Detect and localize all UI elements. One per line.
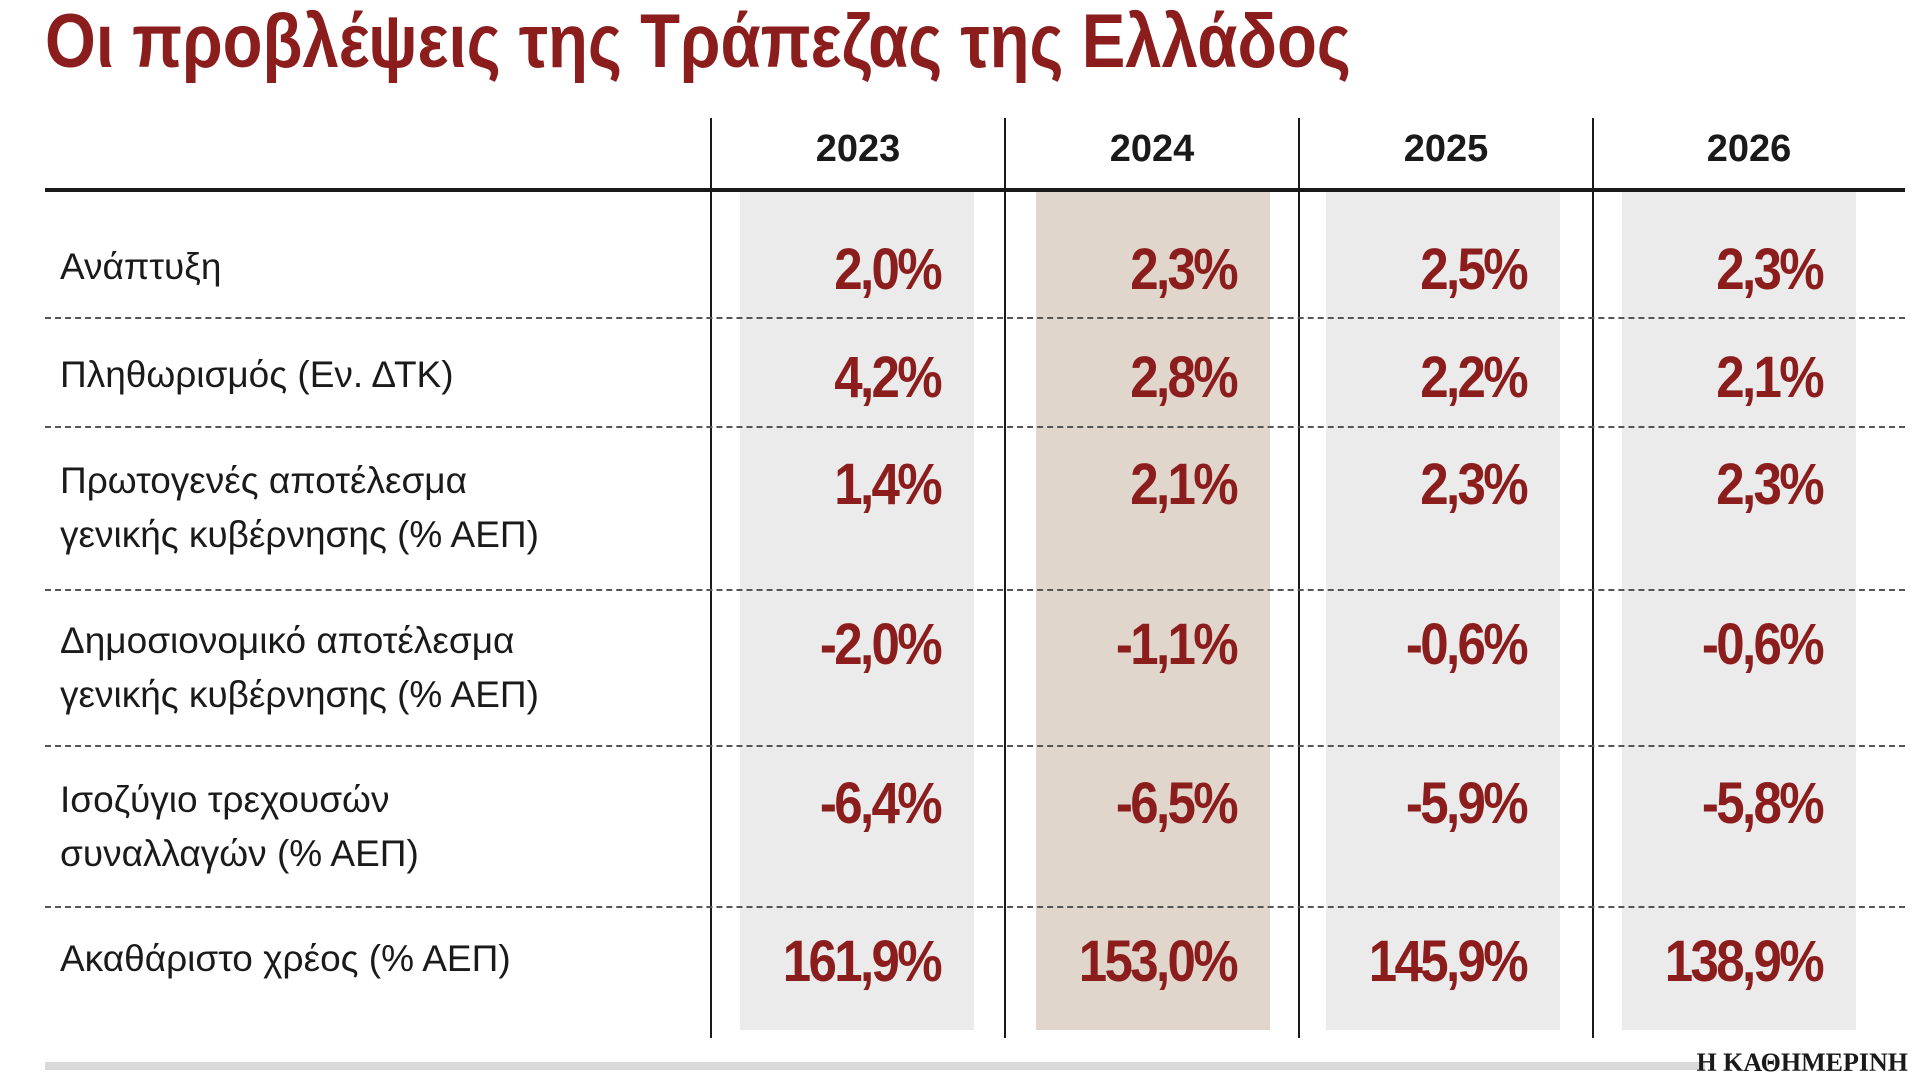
row-label-current-account: Ισοζύγιο τρεχουσών συναλλαγών (% ΑΕΠ) [60, 773, 700, 881]
value-cell: -1,1% [1115, 612, 1239, 677]
row-divider [45, 317, 1905, 319]
column-divider [1004, 118, 1006, 1038]
column-divider [710, 118, 712, 1038]
value-cell: 145,9% [1368, 929, 1529, 994]
page-title: Οι προβλέψεις της Τράπεζας της Ελλάδος [45, 0, 1351, 84]
year-header-2026: 2026 [1706, 128, 1792, 170]
column-shade-2025 [1326, 192, 1560, 1030]
value-cell: 2,8% [1130, 345, 1238, 410]
value-cell: -6,4% [819, 771, 943, 836]
row-divider [45, 589, 1905, 591]
value-cell: 2,3% [1130, 237, 1238, 302]
value-cell: 2,3% [1716, 452, 1824, 517]
value-cell: 138,9% [1664, 929, 1825, 994]
row-label-primary-balance: Πρωτογενές αποτέλεσμα γενικής κυβέρνησης… [60, 454, 700, 562]
value-cell: 2,1% [1716, 345, 1824, 410]
value-cell: 2,0% [834, 237, 942, 302]
row-label-inflation: Πληθωρισμός (Εν. ΔΤΚ) [60, 348, 700, 402]
row-label-line: Πληθωρισμός (Εν. ΔΤΚ) [60, 354, 454, 395]
header-rule [45, 188, 1905, 192]
value-cell: 4,2% [834, 345, 942, 410]
row-label-line: συναλλαγών (% ΑΕΠ) [60, 833, 419, 874]
row-label-line: Ακαθάριστο χρέος (% ΑΕΠ) [60, 938, 511, 979]
value-cell: 2,3% [1420, 452, 1528, 517]
row-label-line: Ανάπτυξη [60, 246, 222, 287]
row-label-gross-debt: Ακαθάριστο χρέος (% ΑΕΠ) [60, 932, 700, 986]
value-cell: 2,1% [1130, 452, 1238, 517]
value-cell: -5,8% [1701, 771, 1825, 836]
value-cell: -0,6% [1405, 612, 1529, 677]
row-label-line: Δημοσιονομικό αποτέλεσμα [60, 620, 515, 661]
value-cell: 2,3% [1716, 237, 1824, 302]
column-divider [1298, 118, 1300, 1038]
row-label-line: Πρωτογενές αποτέλεσμα [60, 460, 467, 501]
year-header-2024: 2024 [1109, 128, 1195, 170]
column-shade-2023 [740, 192, 974, 1030]
row-label-line: γενικής κυβέρνησης (% ΑΕΠ) [60, 514, 539, 555]
source-logo: Η ΚΑΘΗΜΕΡΙΝΗ [1696, 1048, 1908, 1077]
value-cell: 161,9% [782, 929, 943, 994]
year-header-2025: 2025 [1403, 128, 1489, 170]
value-cell: -0,6% [1701, 612, 1825, 677]
row-divider [45, 745, 1905, 747]
row-label-growth: Ανάπτυξη [60, 240, 700, 294]
column-divider [1592, 118, 1594, 1038]
value-cell: 2,2% [1420, 345, 1528, 410]
row-label-line: Ισοζύγιο τρεχουσών [60, 779, 390, 820]
value-cell: -6,5% [1115, 771, 1239, 836]
row-label-line: γενικής κυβέρνησης (% ΑΕΠ) [60, 674, 539, 715]
value-cell: 1,4% [834, 452, 942, 517]
footer-bar [45, 1062, 1705, 1070]
value-cell: 2,5% [1420, 237, 1528, 302]
row-divider [45, 426, 1905, 428]
column-shade-2026 [1622, 192, 1856, 1030]
column-shade-2024 [1036, 192, 1270, 1030]
value-cell: -5,9% [1405, 771, 1529, 836]
year-header-2023: 2023 [815, 128, 901, 170]
row-label-fiscal-balance: Δημοσιονομικό αποτέλεσμα γενικής κυβέρνη… [60, 614, 700, 722]
value-cell: 153,0% [1078, 929, 1239, 994]
row-divider [45, 906, 1905, 908]
value-cell: -2,0% [819, 612, 943, 677]
